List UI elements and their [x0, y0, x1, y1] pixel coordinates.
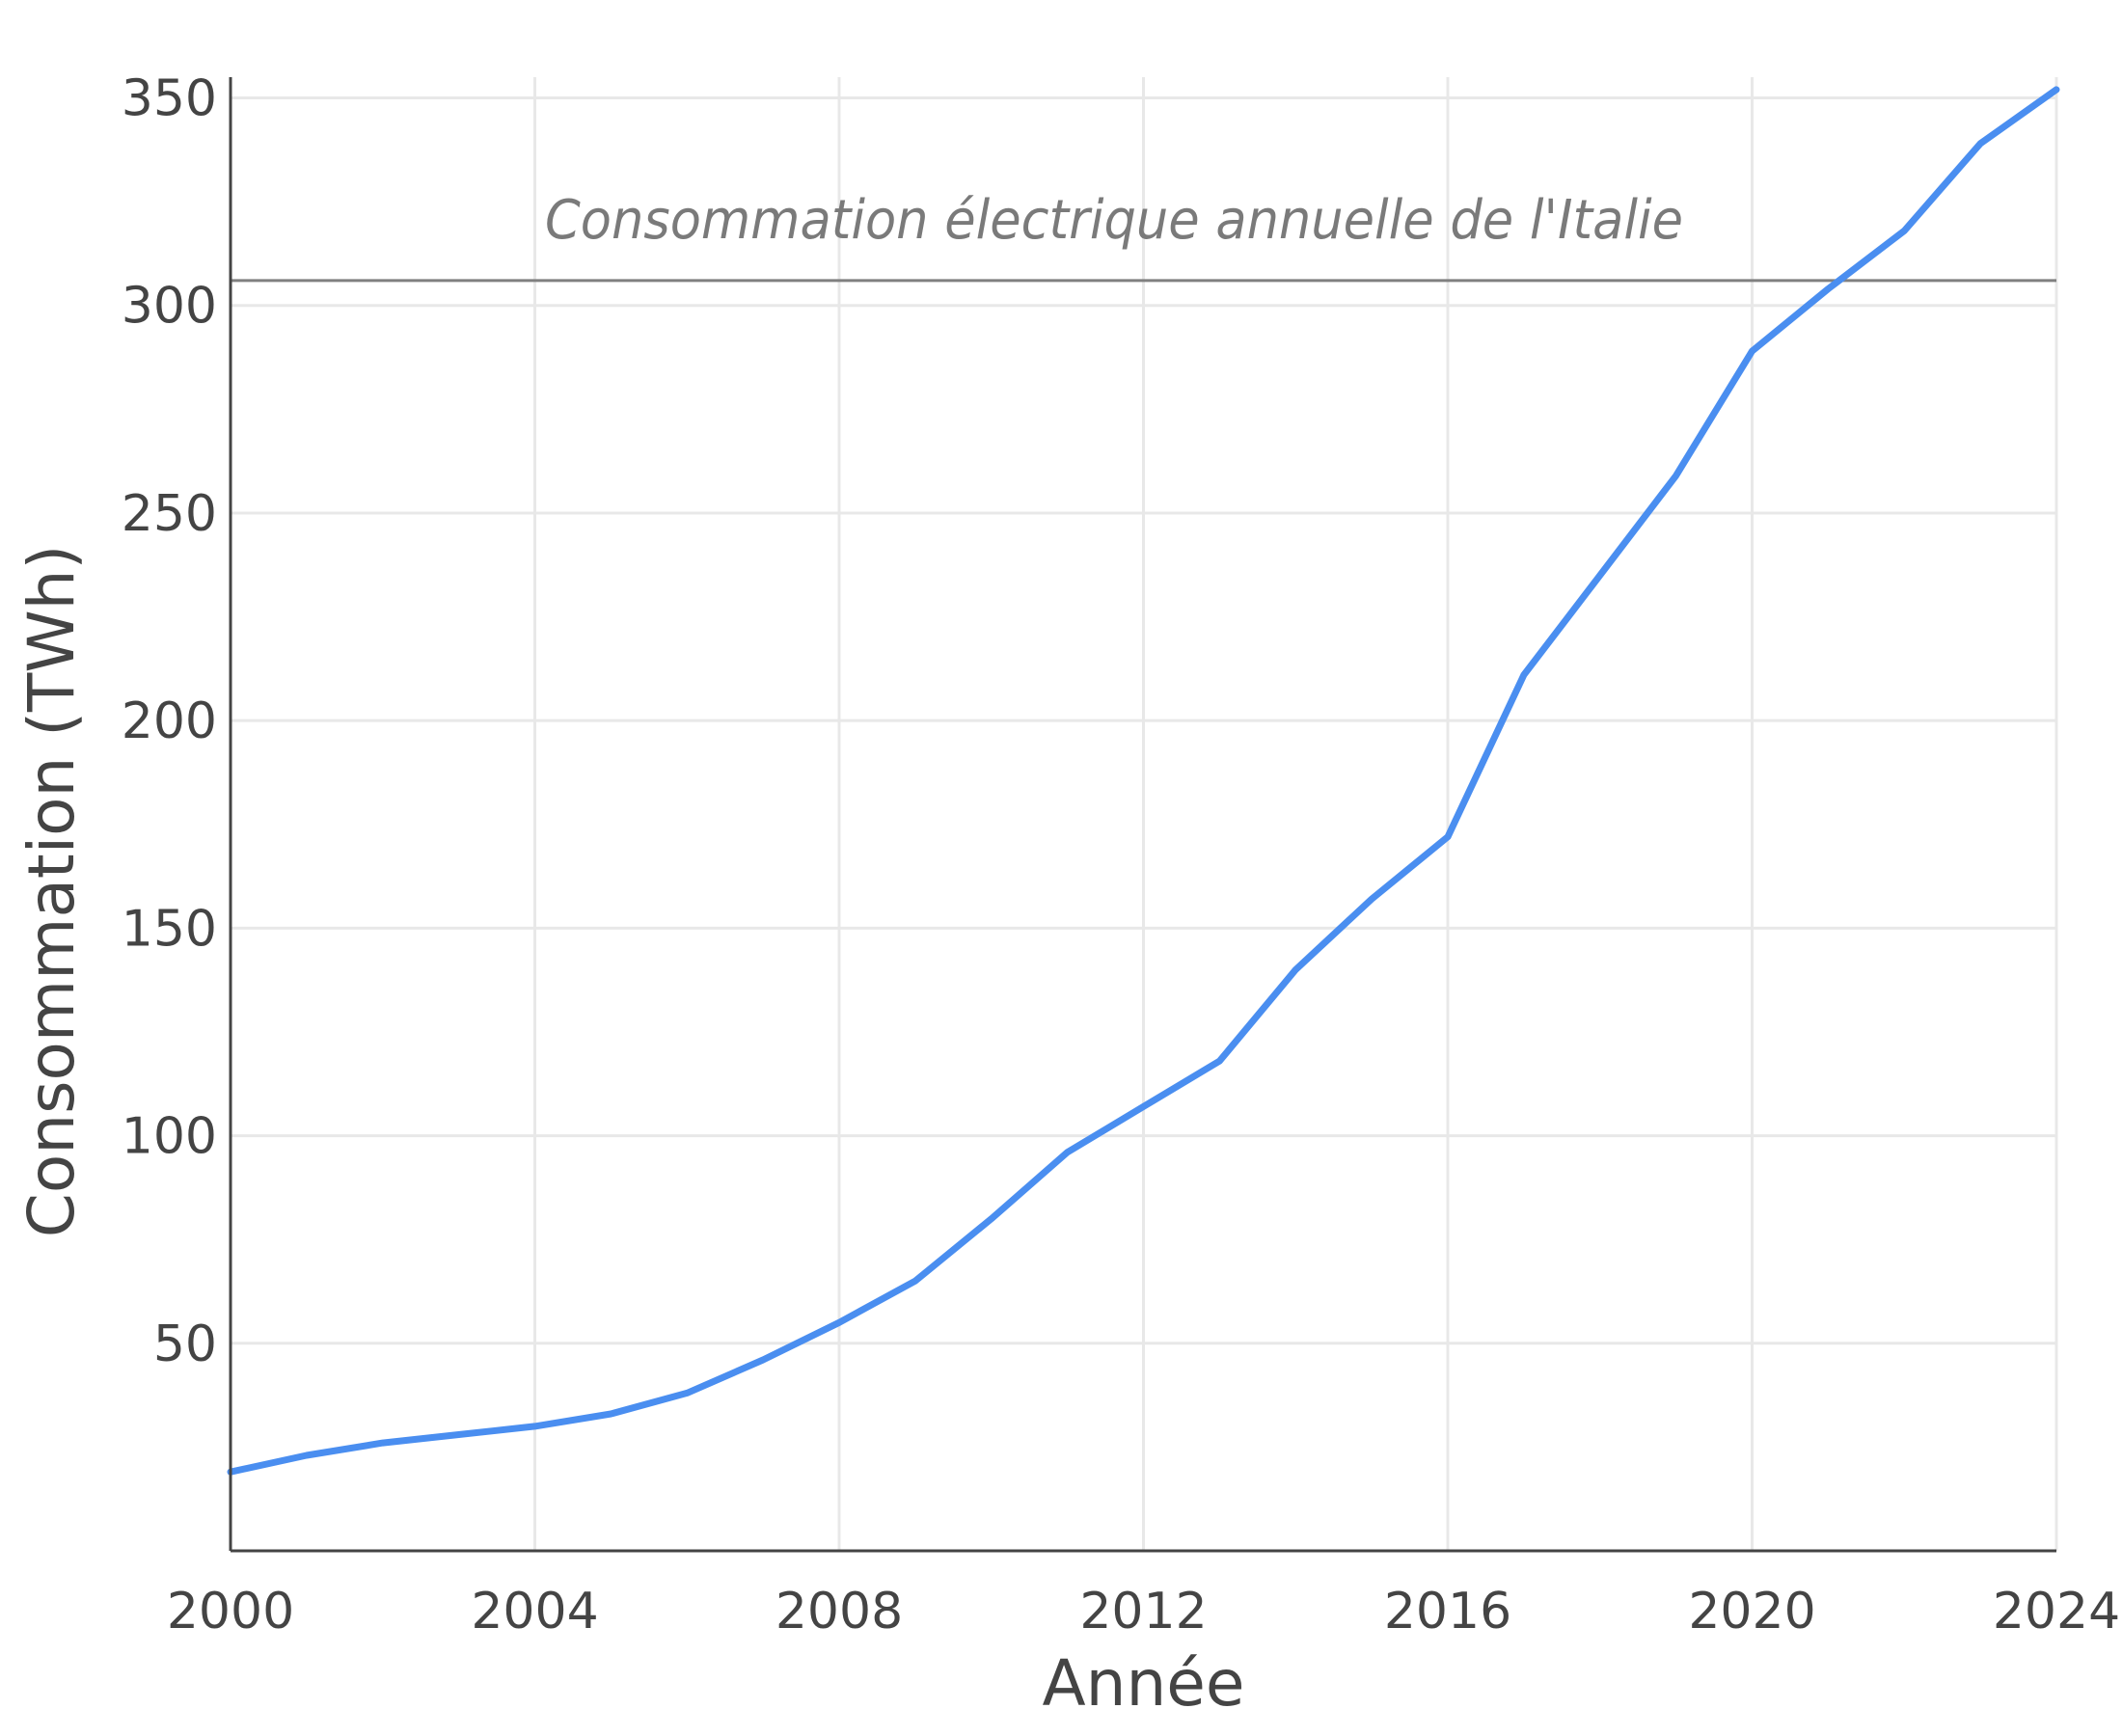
series-line: [227, 86, 2060, 1476]
x-tick-label: 2008: [775, 1583, 903, 1641]
y-tick-labels: 50 100 150 200 250 300 350: [122, 70, 217, 1373]
axes: [229, 77, 2056, 1553]
x-tick-labels: 2000 2004 2008 2012 2016 2020 2024: [167, 1583, 2120, 1641]
y-tick-label: 100: [122, 1108, 217, 1166]
x-axis-title: Année: [1042, 1646, 1244, 1721]
x-tick-label: 2012: [1079, 1583, 1207, 1641]
y-tick-label: 250: [122, 485, 217, 543]
y-tick-label: 50: [153, 1316, 217, 1373]
y-tick-label: 150: [122, 900, 217, 958]
y-tick-label: 350: [122, 70, 217, 128]
x-tick-label: 2000: [167, 1583, 294, 1641]
y-tick-label: 300: [122, 278, 217, 336]
series-group: [227, 86, 2060, 1476]
y-tick-label: 200: [122, 692, 217, 750]
x-tick-label: 2020: [1688, 1583, 1815, 1641]
reference-line-label: Consommation électrique annuelle de l'It…: [545, 189, 1683, 252]
x-tick-label: 2016: [1384, 1583, 1511, 1641]
x-tick-label: 2004: [471, 1583, 598, 1641]
y-axis-title: Consommation (TWh): [14, 545, 89, 1237]
reference-line-group: Consommation électrique annuelle de l'It…: [231, 189, 2056, 283]
x-tick-label: 2024: [1993, 1583, 2120, 1641]
grid: [231, 77, 2058, 1551]
